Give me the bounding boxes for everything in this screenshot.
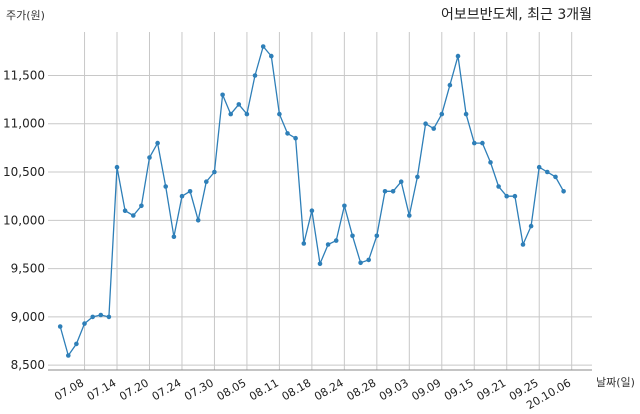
data-point (317, 261, 323, 267)
data-point (114, 164, 120, 170)
data-point (561, 189, 566, 194)
x-tick-label: 08.11 (247, 376, 281, 403)
x-tick-label: 07.30 (182, 376, 216, 403)
x-tick-label: 07.20 (117, 376, 151, 403)
data-point (155, 140, 160, 146)
data-point (236, 102, 242, 107)
y-tick-label: 10,500 (3, 165, 45, 179)
data-point (252, 73, 258, 78)
x-tick-label: 09.15 (442, 376, 476, 403)
x-tick-label: 08.28 (345, 376, 379, 403)
x-axis-label: 날짜(일) (596, 375, 635, 389)
data-point (228, 111, 233, 117)
data-point (122, 208, 128, 213)
y-tick-label: 9,000 (11, 310, 45, 324)
data-point (398, 179, 404, 184)
data-point (325, 242, 331, 247)
data-point (496, 184, 501, 189)
x-tick-label: 09.09 (410, 376, 444, 403)
data-point (82, 321, 87, 326)
y-axis-ticks: 8,500 9,000 9,500 10,000 10,500 11,000 11,500 (3, 68, 45, 372)
x-tick-label: 08.18 (280, 376, 314, 403)
data-point (366, 257, 372, 263)
y-tick-label: 9,500 (11, 262, 45, 276)
data-point (139, 203, 144, 209)
data-point (333, 238, 339, 243)
data-point (269, 53, 274, 59)
data-point (342, 203, 347, 209)
data-point (520, 242, 526, 247)
data-point (187, 189, 193, 194)
price-series-points (57, 44, 566, 358)
data-point (472, 140, 477, 146)
chart-title: 어보브반도체, 최근 3개월 (441, 7, 592, 23)
data-point (407, 213, 412, 218)
x-tick-label: 08.05 (215, 376, 249, 403)
data-point (90, 314, 95, 320)
data-point (504, 193, 510, 199)
data-point (204, 179, 209, 184)
data-point (163, 184, 168, 189)
x-tick-label: 08.24 (312, 376, 346, 403)
data-point (212, 169, 217, 175)
data-point (390, 189, 396, 194)
data-point (131, 213, 136, 218)
x-tick-label: 07.14 (85, 376, 119, 403)
data-point (358, 260, 363, 266)
x-tick-label: 07.08 (52, 376, 86, 403)
data-point (431, 126, 437, 131)
data-point (66, 353, 71, 358)
data-point (293, 135, 298, 141)
y-tick-label: 8,500 (11, 358, 45, 372)
x-tick-label: 07.24 (150, 376, 184, 403)
y-tick-label: 11,000 (3, 117, 45, 131)
data-point (415, 174, 420, 180)
y-tick-label: 10,000 (3, 213, 45, 227)
data-point (382, 189, 388, 194)
data-point (57, 324, 63, 329)
data-point (423, 121, 428, 126)
data-point (439, 111, 445, 117)
data-point (374, 233, 380, 239)
data-point (488, 160, 493, 165)
data-point (512, 193, 518, 199)
data-point (528, 223, 534, 229)
data-point (536, 164, 542, 170)
data-point (480, 140, 485, 146)
data-point (74, 341, 79, 347)
y-axis-label: 주가(원) (6, 9, 45, 22)
data-point (285, 131, 290, 136)
x-tick-label: 09.03 (377, 376, 411, 403)
data-point (545, 169, 550, 175)
data-point (309, 208, 315, 213)
data-point (179, 193, 185, 199)
data-point (301, 241, 307, 246)
data-point (463, 111, 469, 117)
data-point (455, 53, 461, 59)
data-point (171, 234, 177, 239)
data-point (106, 314, 112, 320)
data-point (260, 44, 266, 49)
x-axis-ticks: 07.0807.1407.2007.2407.3008.0508.1108.18… (52, 376, 573, 412)
x-tick-label: 09.21 (474, 376, 508, 403)
data-point (98, 312, 104, 318)
data-point (277, 111, 282, 117)
data-point (244, 111, 250, 117)
y-tick-label: 11,500 (3, 68, 45, 82)
data-point (147, 155, 152, 160)
data-point (447, 82, 453, 88)
data-point (553, 174, 558, 180)
grid (48, 32, 592, 370)
data-point (350, 233, 355, 239)
data-point (195, 218, 201, 223)
data-point (220, 92, 225, 98)
